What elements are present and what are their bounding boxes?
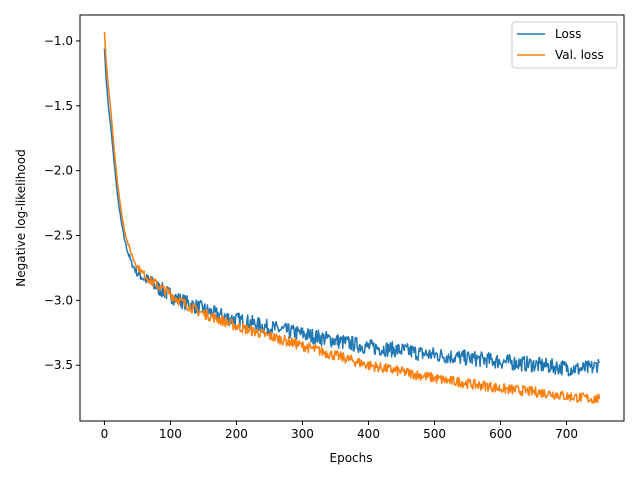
y-axis-label: Negative log-likelihood — [14, 149, 28, 286]
y-tick-label: −3.5 — [44, 358, 73, 372]
legend-label-2: Val. loss — [555, 48, 604, 62]
x-tick-label: 400 — [357, 427, 380, 441]
plot-area — [79, 14, 625, 422]
series-line-2 — [103, 31, 601, 404]
y-tick-label: −1.5 — [44, 99, 73, 113]
x-tick-label: 200 — [225, 427, 248, 441]
y-tick-label: −3.0 — [44, 293, 73, 307]
plot-background — [80, 15, 624, 421]
x-tick-label: 100 — [159, 427, 182, 441]
series-line-1 — [103, 48, 600, 377]
x-tick-label: 700 — [555, 427, 578, 441]
y-tick-label: −2.0 — [44, 164, 73, 178]
y-tick-label: −2.5 — [44, 229, 73, 243]
y-axis: −1.0 −1.5 −2.0 −2.5 −3.0 −3.5 — [44, 34, 80, 372]
x-axis: 0 100 200 300 400 500 600 700 — [101, 421, 578, 441]
x-tick-label: 300 — [291, 427, 314, 441]
legend-label-1: Loss — [555, 27, 581, 41]
plot-frame — [79, 14, 625, 422]
legend: Loss Val. loss — [511, 21, 618, 69]
x-axis-label: Epochs — [330, 451, 373, 465]
y-tick-label: −1.0 — [44, 34, 73, 48]
x-tick-label: 500 — [423, 427, 446, 441]
x-tick-label: 600 — [489, 427, 512, 441]
x-tick-label: 0 — [101, 427, 109, 441]
